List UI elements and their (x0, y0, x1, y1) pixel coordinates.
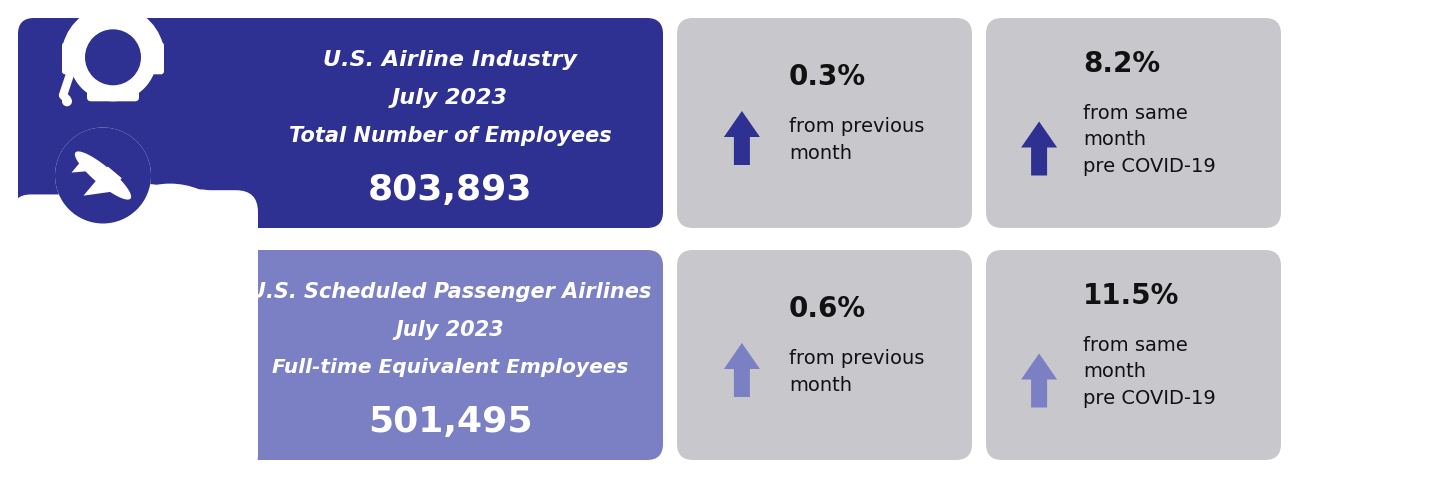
FancyBboxPatch shape (16, 200, 116, 361)
Circle shape (54, 128, 152, 224)
Text: July 2023: July 2023 (392, 88, 508, 108)
Polygon shape (72, 156, 94, 173)
Polygon shape (89, 153, 124, 190)
FancyBboxPatch shape (73, 189, 220, 429)
Polygon shape (82, 185, 94, 205)
Polygon shape (1021, 121, 1057, 175)
Text: from same
month
pre COVID-19: from same month pre COVID-19 (1084, 336, 1216, 408)
Circle shape (82, 184, 210, 313)
Text: July 2023: July 2023 (396, 320, 505, 340)
Circle shape (57, 130, 149, 221)
FancyBboxPatch shape (66, 191, 187, 389)
Circle shape (69, 141, 137, 209)
Text: from same
month
pre COVID-19: from same month pre COVID-19 (1084, 104, 1216, 176)
Circle shape (23, 192, 129, 298)
Text: Total Number of Employees: Total Number of Employees (289, 126, 612, 146)
FancyBboxPatch shape (19, 18, 664, 228)
Circle shape (84, 29, 142, 85)
FancyBboxPatch shape (144, 42, 164, 74)
Circle shape (61, 96, 72, 106)
Text: from previous
month: from previous month (789, 349, 924, 394)
Polygon shape (1021, 354, 1057, 408)
Polygon shape (724, 111, 759, 165)
FancyBboxPatch shape (16, 196, 137, 394)
Text: U.S. Airline Industry: U.S. Airline Industry (323, 50, 578, 70)
FancyBboxPatch shape (19, 250, 664, 460)
FancyBboxPatch shape (82, 190, 257, 476)
Circle shape (23, 196, 110, 283)
Circle shape (21, 189, 150, 318)
FancyBboxPatch shape (61, 42, 82, 74)
Text: 8.2%: 8.2% (1084, 50, 1161, 78)
Text: 0.3%: 0.3% (789, 63, 867, 91)
Circle shape (19, 200, 89, 270)
Text: U.S. Scheduled Passenger Airlines: U.S. Scheduled Passenger Airlines (249, 282, 651, 302)
Circle shape (69, 13, 157, 101)
FancyBboxPatch shape (987, 18, 1281, 228)
FancyBboxPatch shape (87, 65, 139, 101)
Text: from previous
month: from previous month (789, 117, 924, 163)
Polygon shape (83, 166, 122, 196)
FancyBboxPatch shape (10, 195, 186, 478)
FancyBboxPatch shape (56, 195, 156, 356)
Polygon shape (76, 148, 130, 203)
Text: 501,495: 501,495 (368, 405, 532, 439)
Polygon shape (74, 152, 132, 200)
FancyBboxPatch shape (987, 250, 1281, 460)
FancyBboxPatch shape (49, 199, 129, 329)
Circle shape (63, 191, 149, 278)
FancyBboxPatch shape (13, 195, 160, 434)
FancyBboxPatch shape (13, 203, 93, 333)
Text: 0.6%: 0.6% (789, 295, 867, 323)
Text: Full-time Equivalent Employees: Full-time Equivalent Employees (272, 358, 628, 377)
Circle shape (21, 189, 174, 343)
Circle shape (54, 128, 152, 224)
Text: 11.5%: 11.5% (1084, 282, 1180, 310)
Polygon shape (724, 343, 759, 397)
Circle shape (93, 184, 247, 337)
FancyBboxPatch shape (676, 250, 972, 460)
Circle shape (53, 196, 123, 266)
Circle shape (73, 187, 179, 293)
Text: 803,893: 803,893 (368, 173, 532, 207)
FancyBboxPatch shape (676, 18, 972, 228)
